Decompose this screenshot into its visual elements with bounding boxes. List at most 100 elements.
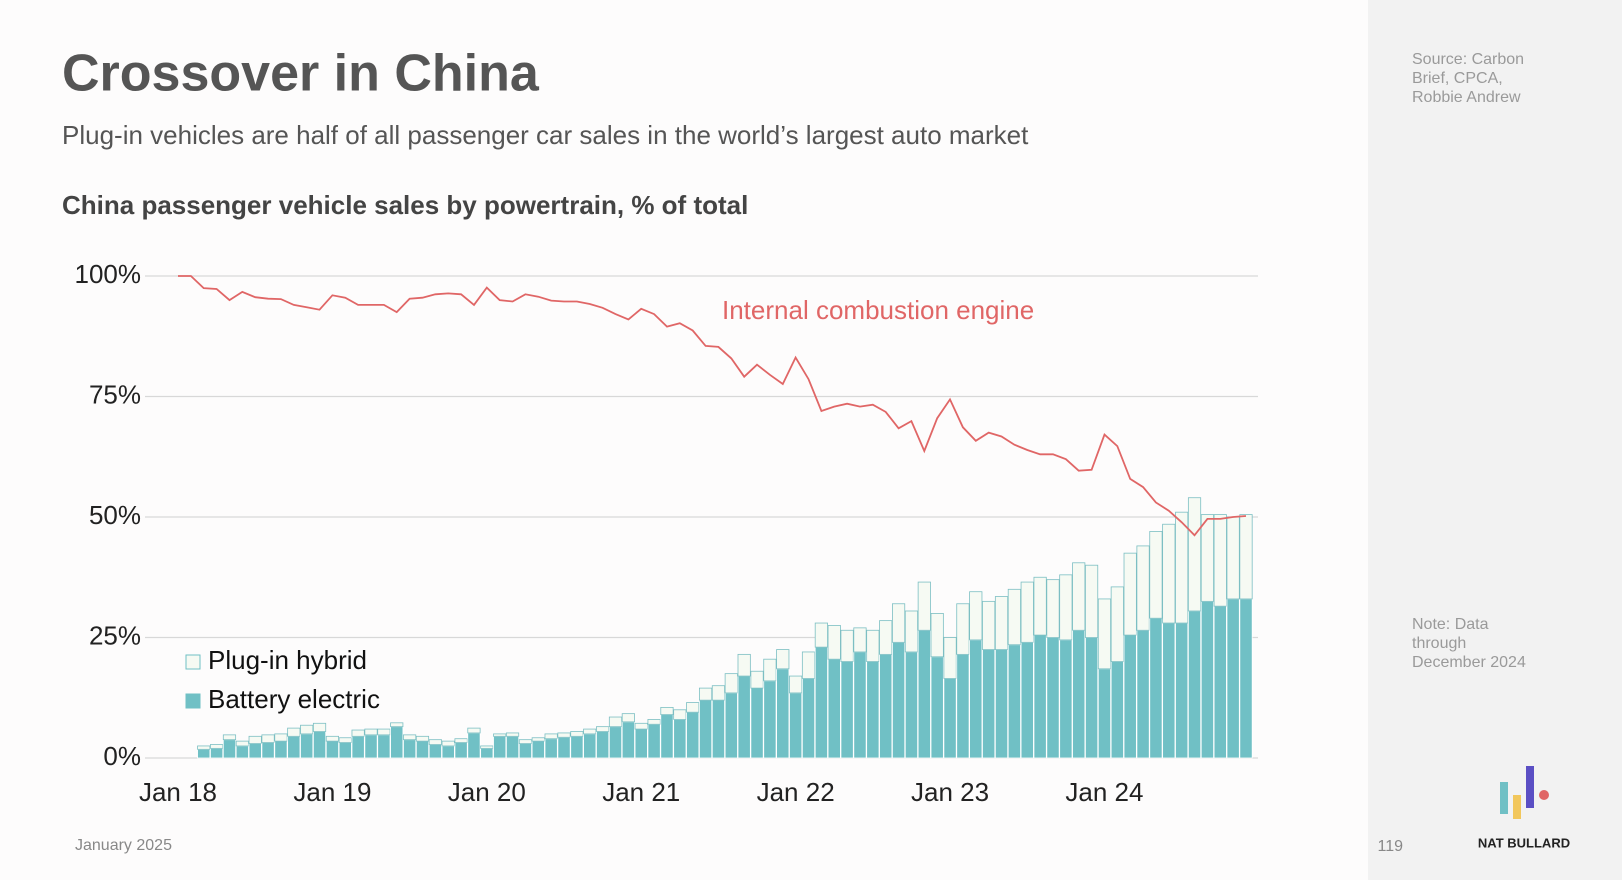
bar-segment: [261, 734, 275, 743]
bar-segment: [930, 656, 944, 759]
bar-segment: [390, 726, 404, 759]
bar-segment: [943, 637, 957, 679]
bar-segment: [711, 699, 726, 759]
bar-segment: [1239, 514, 1253, 600]
bar-segment: [1123, 634, 1137, 759]
bar-segment: [789, 692, 803, 759]
bar-segment: [776, 668, 790, 759]
bar-segment: [1136, 545, 1150, 631]
bar-segment: [814, 646, 828, 759]
ice-line: [178, 275, 1247, 537]
bar-segment: [235, 745, 249, 759]
bar-segment: [493, 733, 507, 737]
bar-segment: [1162, 622, 1176, 759]
bar-segment: [518, 743, 532, 759]
logo-bar: [1513, 795, 1521, 819]
bar-segment: [248, 743, 262, 759]
bar-segment: [879, 620, 893, 655]
x-tick-label: Jan 22: [757, 777, 835, 807]
bar-segment: [544, 738, 558, 759]
bar-segment: [1007, 644, 1021, 759]
sidebar: [1368, 0, 1622, 880]
bar-segment: [994, 649, 1009, 759]
bar-segment: [1007, 588, 1021, 646]
bar-segment: [840, 661, 854, 759]
bar-segment: [711, 685, 726, 701]
bar-segment: [956, 653, 970, 759]
bar-segment: [647, 719, 661, 725]
bar-segment: [801, 678, 816, 759]
bar-segment: [776, 649, 790, 670]
bar-segment: [570, 731, 584, 737]
bar-segment: [853, 651, 867, 759]
bar-segment: [982, 649, 996, 759]
bar-segment: [827, 658, 841, 759]
bar-segment: [235, 740, 249, 747]
bar-segment: [1110, 586, 1124, 663]
x-tick-label: Jan 21: [602, 777, 680, 807]
bar-segment: [724, 673, 738, 694]
bar-segment: [441, 745, 455, 759]
page-title: Crossover in China: [62, 45, 540, 103]
bar-segment: [338, 742, 352, 759]
bar-segment: [724, 692, 738, 759]
bar-segment: [403, 734, 417, 741]
bar-segment: [300, 733, 314, 759]
x-tick-label: Jan 20: [448, 777, 526, 807]
bar-segment: [1072, 629, 1086, 759]
bar-segment: [287, 727, 301, 737]
bar-segment: [634, 728, 648, 759]
bar-segment: [1085, 637, 1099, 759]
bar-segment: [531, 740, 545, 759]
bar-segment: [596, 731, 610, 759]
x-tick-label: Jan 19: [293, 777, 371, 807]
bar-segment: [698, 699, 713, 759]
bar-segment: [866, 661, 880, 759]
bar-segment: [686, 711, 700, 759]
bar-segment: [608, 726, 623, 759]
bar-segment: [879, 653, 893, 759]
bar-segment: [1020, 581, 1034, 643]
bar-segment: [866, 629, 880, 663]
bar-segment: [956, 603, 970, 655]
bar-segment: [1136, 629, 1150, 759]
bar-segment: [596, 726, 610, 732]
bar-segment: [1020, 641, 1034, 759]
bar-segment: [917, 581, 931, 631]
bar-segment: [737, 675, 751, 759]
bar-segment: [814, 622, 828, 648]
bar-segment: [1072, 562, 1086, 631]
bar-segment: [415, 740, 430, 759]
bar-segment: [300, 724, 314, 735]
bar-segment: [1033, 576, 1047, 636]
bar-segment: [737, 653, 751, 677]
subtitle: Plug-in vehicles are half of all passeng…: [62, 120, 1029, 150]
bar-segment: [673, 719, 687, 759]
bar-segment: [634, 722, 648, 730]
bar-segment: [969, 639, 983, 759]
bar-segment: [325, 735, 339, 742]
brand: NAT BULLARD: [1478, 835, 1570, 850]
bar-segment: [197, 745, 211, 750]
bar-segment: [518, 739, 532, 744]
x-tick-label: Jan 24: [1065, 777, 1143, 807]
bar-segment: [1097, 668, 1112, 759]
legend-swatch: [185, 693, 201, 709]
bar-segment: [364, 734, 378, 759]
y-tick-label: 0%: [103, 741, 141, 771]
x-tick-label: Jan 18: [139, 777, 217, 807]
bar-segment: [467, 732, 481, 759]
bar-segment: [222, 734, 237, 741]
logo-dot: [1539, 790, 1549, 800]
bar-segment: [544, 733, 558, 740]
bar-segment: [698, 687, 713, 701]
bar-segment: [994, 596, 1009, 650]
bar-segment: [351, 735, 365, 759]
legend-label: Plug-in hybrid: [208, 645, 367, 675]
bar-segment: [274, 740, 288, 759]
page-number: 119: [1377, 838, 1403, 855]
bar-segment: [1200, 514, 1214, 602]
bar-segment: [789, 675, 803, 694]
bar-segment: [441, 740, 455, 747]
